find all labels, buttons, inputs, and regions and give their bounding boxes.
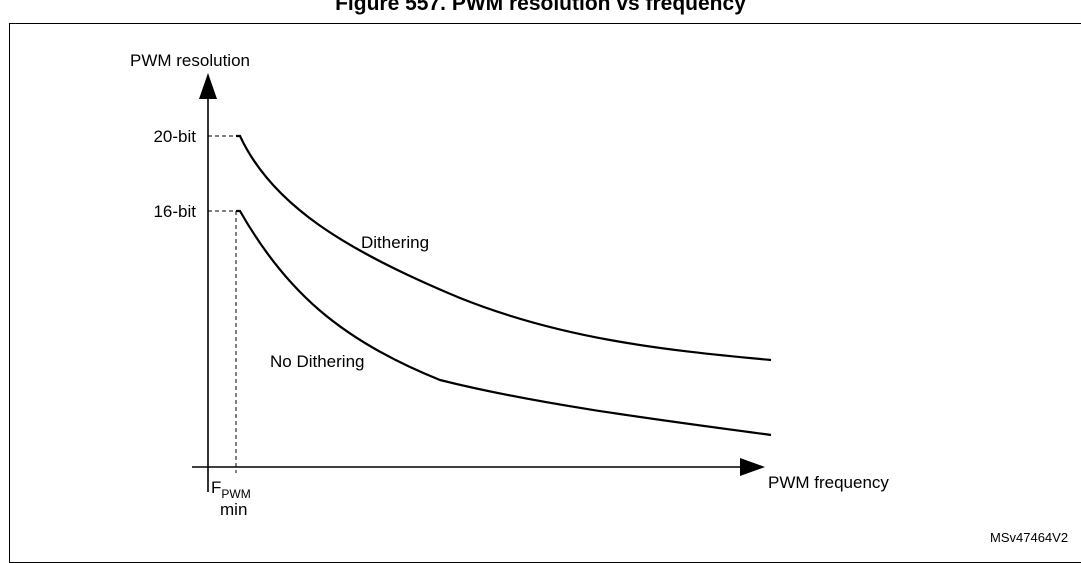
no-dithering-curve — [236, 209, 772, 437]
y-axis-arrowhead — [199, 73, 217, 99]
fpwm-subscript: PWM — [221, 487, 250, 501]
dithering-label: Dithering — [361, 233, 429, 252]
diagram: PWM resolution 20-bit 16-bit Dithering N… — [130, 51, 1068, 545]
y-axis-label: PWM resolution — [130, 51, 250, 70]
no-dithering-label: No Dithering — [270, 352, 365, 371]
level-label-16bit: 16-bit — [153, 202, 196, 221]
x-axis-label: PWM frequency — [768, 473, 889, 492]
x-axis-arrowhead — [740, 458, 765, 476]
figure-title: Figure 557. PWM resolution vs frequency — [335, 0, 746, 15]
dithering-curve — [236, 134, 772, 362]
fpwm-min-suffix: min — [220, 500, 247, 519]
figure-reference: MSv47464V2 — [990, 530, 1068, 545]
level-label-20bit: 20-bit — [153, 127, 196, 146]
fpwm-main: F — [211, 478, 221, 497]
fpwm-min-tick-label: FPWM — [211, 478, 251, 501]
